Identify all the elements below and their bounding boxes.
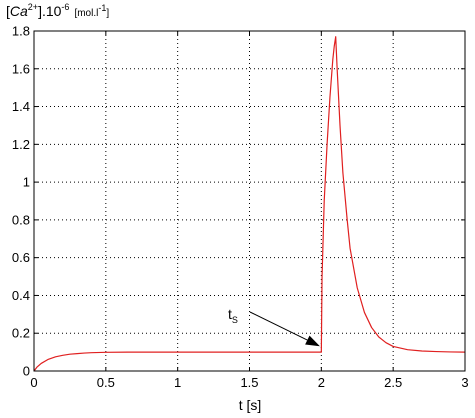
- x-tick-label: 0.5: [97, 375, 115, 390]
- y-tick-label: 1.2: [12, 137, 30, 152]
- series-layer: [33, 36, 466, 372]
- x-tick-label: 2: [318, 375, 325, 390]
- y-tick-label: 1.4: [12, 99, 30, 114]
- ts-annotation-label: tS: [228, 306, 238, 325]
- grid-lines: [34, 31, 465, 371]
- y-tick-label: 0.8: [12, 212, 30, 227]
- x-axis-label: t [s]: [239, 397, 262, 413]
- y-tick-labels: 0 0.2 0.4 0.6 0.8 1 1.2 1.4 1.6 1.8: [12, 24, 30, 379]
- y-tick-label: 1: [23, 175, 30, 190]
- x-tick-label: 0: [30, 375, 37, 390]
- x-tick-label: 3: [461, 375, 468, 390]
- ts-annotation: tS: [228, 306, 320, 347]
- tick-marks: [33, 30, 466, 372]
- y-tick-label: 1.6: [12, 61, 30, 76]
- y-tick-label: 0.6: [12, 250, 30, 265]
- y-axis-label: [Ca2+].10-6[mol.l-1]: [6, 2, 109, 19]
- y-tick-label: 0.4: [12, 288, 30, 303]
- y-tick-label: 0: [23, 364, 30, 379]
- x-tick-label: 2.5: [384, 375, 402, 390]
- x-tick-label: 1.5: [240, 375, 258, 390]
- ts-arrow-head: [305, 335, 320, 347]
- y-tick-label: 0.2: [12, 326, 30, 341]
- x-tick-labels: 0 0.5 1 1.5 2 2.5 3: [30, 375, 468, 390]
- y-tick-label: 1.8: [12, 24, 30, 39]
- calcium-concentration-line: [33, 36, 466, 372]
- x-tick-label: 1: [174, 375, 181, 390]
- ts-arrow-line: [249, 311, 308, 341]
